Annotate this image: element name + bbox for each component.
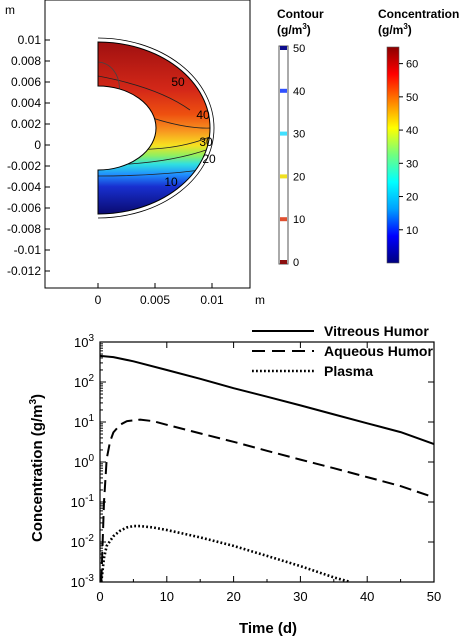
series-line [100,354,434,446]
contour-legend-box [278,45,289,265]
y-tick-label: 0.01 [18,33,42,47]
colorbar-title: Concentration [378,7,459,21]
x-tick-label: 0.005 [140,293,170,307]
contour-level-label: 30 [293,129,305,141]
y-tick-label: 0.006 [11,75,41,89]
field-plot: 0 0.005 0.01 0.01 0.008 0.006 0.004 0.002 0 -0.00… [5,0,265,307]
x-tick-label: 30 [293,589,307,604]
x-tick-label: 10 [160,589,174,604]
legend-label: Plasma [324,363,373,379]
contour-legend-unit: (g/m3) [277,22,311,37]
legend-label: Vitreous Humor [324,323,429,339]
y-tick-label: 100 [74,453,94,470]
contour-line [98,75,191,111]
time-plot: 0 10 20 30 40 50 103 102 101 100 10-1 10-2 10-3 Time… [28,323,441,637]
x-tick-label: 40 [360,589,374,604]
colorbar-tick-label: 40 [406,125,418,137]
region-outer-shell [97,37,215,219]
contour-level-swatch [280,88,287,93]
y-tick-label: -0.008 [7,222,41,236]
contour-level-label: 20 [293,171,305,183]
contour-level-swatch [280,131,287,136]
field-plot-frame [44,0,251,289]
contour-level-swatch [280,260,287,264]
y-tick-label: 101 [74,413,94,430]
contour-legend-title: Contour [277,7,324,21]
legend: Vitreous Humor Aqueous Humor Plasma [252,323,433,379]
y-tick-label: 0.002 [11,117,41,131]
x-tick-label: 0 [95,293,102,307]
region-outline [97,41,211,215]
y-tick-label: -0.012 [7,264,41,278]
plot-frame [99,341,435,583]
y-tick-label: 10-2 [71,533,95,550]
contour-label: 50 [171,75,185,89]
y-tick-label: 102 [74,373,94,390]
series-line [100,524,351,582]
y-tick-label: -0.002 [7,159,41,173]
contour-label: 10 [164,175,178,189]
colorbar-tick-label: 20 [406,192,418,204]
legend-label: Aqueous Humor [324,343,433,359]
contour-level-label: 10 [293,214,305,226]
y-tick-label: 10-1 [71,493,95,510]
colorbar-tick-label: 30 [406,158,418,170]
series-line [100,418,434,582]
y-tick-label: 103 [74,333,94,350]
y-tick-label: -0.006 [7,201,41,215]
concentration-region [98,42,210,214]
contour-label: 30 [199,135,213,149]
x-tick-label: 0.01 [200,293,224,307]
y-tick-label: -0.004 [7,180,41,194]
colorbar-gradient [386,46,400,264]
y-tick-label: 0.004 [11,96,41,110]
y-axis-label: Concentration (g/m3) [28,394,46,542]
contour-label: 40 [196,108,210,122]
contour-level-swatch [280,217,287,222]
contour-level-label: 0 [293,257,299,269]
x-tick-label: 20 [226,589,240,604]
colorbar-tick-label: 10 [406,225,418,237]
x-tick-label: 0 [96,589,103,604]
y-axis-unit: m [5,3,15,17]
x-axis-unit: m [255,293,265,307]
contour-level-swatch [280,46,287,50]
contour-label: 20 [202,152,216,166]
x-tick-label: 50 [427,589,441,604]
colorbar-tick-label: 50 [406,92,418,104]
y-tick-label: 0 [34,138,41,152]
colorbar-unit: (g/m3) [378,22,412,37]
y-tick-label: 0.008 [11,54,41,68]
y-tick-label: 10-3 [71,573,95,590]
contour-level-swatch [280,174,287,179]
y-tick-label: -0.01 [14,243,42,257]
contour-legend: Contour (g/m3) 50 40 30 20 10 0 [277,7,324,269]
x-axis-label: Time (d) [239,620,297,637]
colorbar-tick-label: 60 [406,59,418,71]
concentration-colorbar: Concentration (g/m3) 60 50 40 30 20 10 [378,7,459,264]
contour-level-label: 40 [293,86,305,98]
contour-level-label: 50 [293,43,305,55]
